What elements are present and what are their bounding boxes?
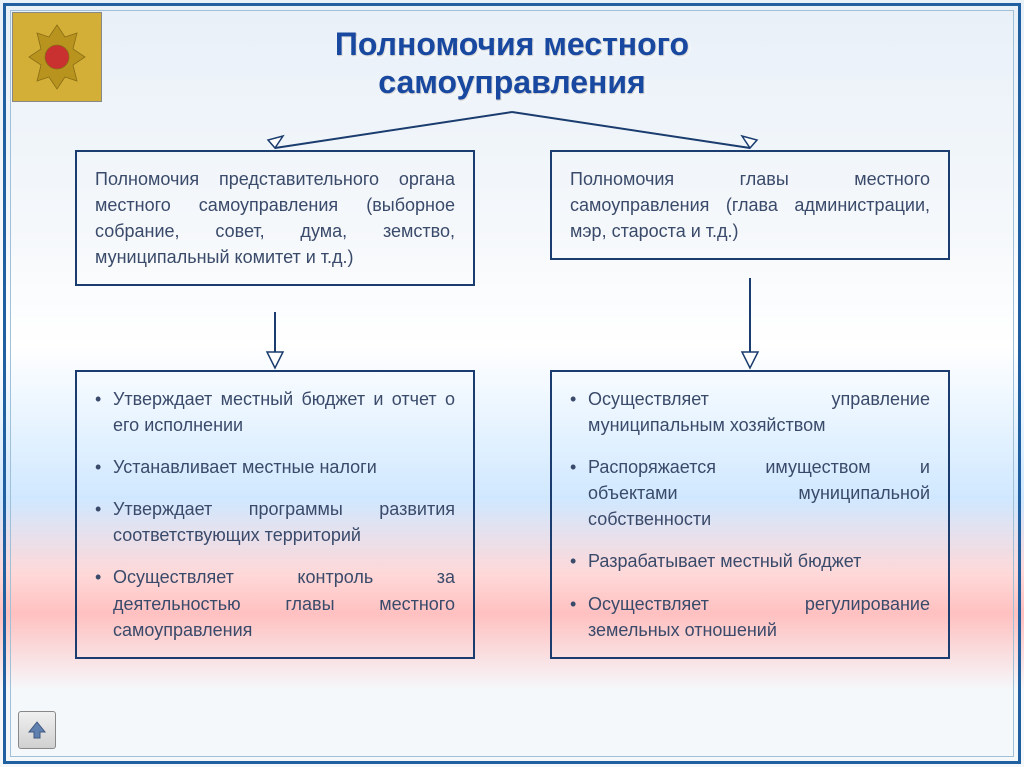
list-item: Устанавливает местные налоги [95,454,455,480]
head-powers-list: Осуществляет управление муниципальным хо… [570,386,930,643]
box-representative-body-text: Полномочия представительного органа мест… [95,169,455,267]
list-item: Осуществляет контроль за деятельностью г… [95,564,455,642]
box-head-powers: Осуществляет управление муниципальным хо… [550,370,950,659]
list-item: Утверждает местный бюджет и отчет о его … [95,386,455,438]
list-item: Осуществляет управление муниципальным хо… [570,386,930,438]
list-item: Распоряжается имуществом и объектами мун… [570,454,930,532]
title-line-1: Полномочия местного [335,26,689,62]
box-head-authority-text: Полномочия главы местного самоуправления… [570,169,930,241]
list-item: Осуществляет регулирование земельных отн… [570,591,930,643]
representative-powers-list: Утверждает местный бюджет и отчет о его … [95,386,455,643]
list-item: Утверждает программы развития соответств… [95,496,455,548]
box-representative-body: Полномочия представительного органа мест… [75,150,475,286]
list-item: Разрабатывает местный бюджет [570,548,930,574]
box-head-authority: Полномочия главы местного самоуправления… [550,150,950,260]
box-representative-powers: Утверждает местный бюджет и отчет о его … [75,370,475,659]
back-button[interactable] [18,711,56,749]
title-line-2: самоуправления [378,64,645,100]
page-title: Полномочия местного самоуправления [0,25,1024,102]
up-arrow-icon [25,718,49,742]
